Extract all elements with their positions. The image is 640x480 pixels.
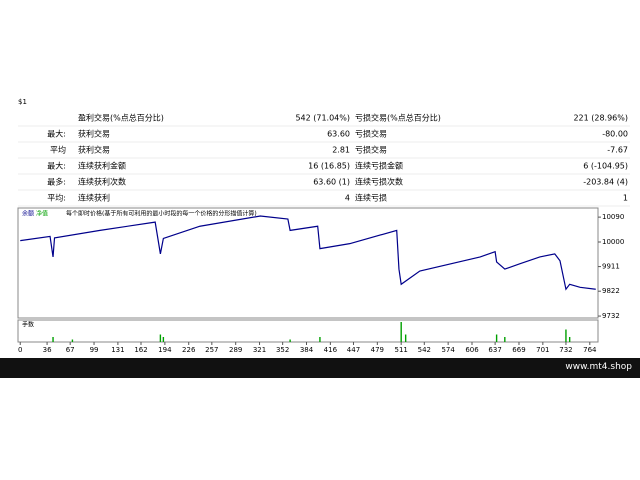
legend-entry: 余额 [22, 210, 34, 218]
x-tick-label: 0 [18, 346, 22, 354]
stat-cell: 亏损交易(%点总百分比) [355, 113, 441, 123]
x-tick-label: 67 [66, 346, 75, 354]
x-tick-label: 226 [182, 346, 196, 354]
stat-cell: 63.60 (1) [313, 178, 350, 187]
x-tick-label: 257 [205, 346, 218, 354]
stat-cell: -80.00 [602, 130, 628, 139]
volume-bar [404, 334, 407, 342]
stat-cell: 6 (-104.95) [583, 162, 628, 171]
legend-entry: 每个即时价格(基于所有可利用的最小时段的每一个价格的分形描值计算) [66, 210, 257, 218]
stat-cell: 最多: [47, 177, 66, 187]
header-mark: $1 [18, 98, 27, 106]
x-tick-label: 542 [418, 346, 431, 354]
stat-cell: 最大: [47, 129, 66, 139]
stat-cell: 4 [345, 194, 350, 203]
x-tick-label: 732 [559, 346, 572, 354]
stat-cell: -203.84 (4) [583, 178, 628, 187]
y-tick-label: 10090 [602, 213, 624, 221]
volume-bar [568, 337, 571, 342]
y-tick-label: 10000 [602, 238, 624, 246]
x-tick-label: 36 [43, 346, 52, 354]
stat-cell: 542 (71.04%) [295, 114, 350, 123]
stat-cell: 获利交易 [78, 145, 110, 155]
stat-cell: 221 (28.96%) [573, 114, 628, 123]
x-tick-label: 352 [276, 346, 289, 354]
volume-bar [319, 337, 321, 342]
x-tick-label: 511 [395, 346, 408, 354]
stat-cell: 16 (16.85) [308, 162, 350, 171]
volume-bar [71, 339, 74, 342]
x-tick-label: 479 [371, 346, 384, 354]
stat-cell: 连续亏损 [355, 193, 387, 203]
legend-entry: 净值 [36, 210, 48, 218]
stat-cell: 2.81 [332, 146, 350, 155]
stat-cell: 盈利交易(%点总百分比) [78, 113, 164, 123]
x-tick-label: 162 [134, 346, 147, 354]
volume-bar [162, 337, 165, 342]
x-tick-label: 416 [324, 346, 338, 354]
x-tick-label: 764 [583, 346, 597, 354]
stat-cell: 最大: [47, 161, 66, 171]
balance-line [20, 215, 596, 291]
x-tick-label: 131 [111, 346, 124, 354]
volume-bar [400, 322, 402, 342]
x-tick-label: 574 [441, 346, 455, 354]
stat-cell: 连续亏损次数 [355, 177, 403, 187]
x-tick-label: 669 [512, 346, 525, 354]
volume-bar [289, 339, 291, 342]
y-tick-label: 9822 [602, 287, 620, 295]
volume-bar [159, 334, 162, 342]
volume-bar [52, 337, 54, 342]
stat-cell: 1 [623, 194, 628, 203]
volume-bar [565, 329, 567, 342]
stat-cell: 亏损交易 [355, 129, 387, 139]
x-tick-label: 384 [300, 346, 314, 354]
volume-label: 手数 [22, 321, 34, 329]
report-canvas: $1 盈利交易(%点总百分比) 542 (71.04%) 亏损交易(%点总百分比) 2… [17, 98, 630, 354]
footer-bar: www.mt4.shop [0, 358, 640, 378]
stat-cell: 平均: [47, 193, 66, 203]
y-tick-label: 9911 [602, 263, 620, 271]
x-tick-label: 194 [158, 346, 172, 354]
x-tick-label: 289 [229, 346, 242, 354]
stat-cell: 亏损交易 [355, 145, 387, 155]
stat-cell: 获利交易 [78, 129, 110, 139]
stat-cell: 连续亏损金额 [355, 161, 403, 171]
stat-cell: 63.60 [327, 130, 350, 139]
x-tick-label: 99 [90, 346, 99, 354]
stat-cell: -7.67 [607, 146, 628, 155]
site-link: www.mt4.shop [565, 362, 632, 372]
x-tick-label: 606 [465, 346, 479, 354]
y-tick-label: 9732 [602, 312, 620, 320]
chart-frame [17, 207, 599, 319]
x-tick-label: 701 [536, 346, 549, 354]
volume-bar [504, 337, 506, 342]
volume-bar [495, 334, 498, 342]
x-tick-label: 637 [488, 346, 501, 354]
stat-cell: 连续获利 [78, 193, 110, 203]
stat-cell: 连续获利次数 [78, 177, 126, 187]
x-tick-label: 321 [253, 346, 266, 354]
stat-cell: 连续获利金额 [78, 161, 126, 171]
x-tick-label: 447 [347, 346, 360, 354]
volume-frame [17, 319, 599, 343]
stat-cell: 平均 [50, 145, 66, 155]
